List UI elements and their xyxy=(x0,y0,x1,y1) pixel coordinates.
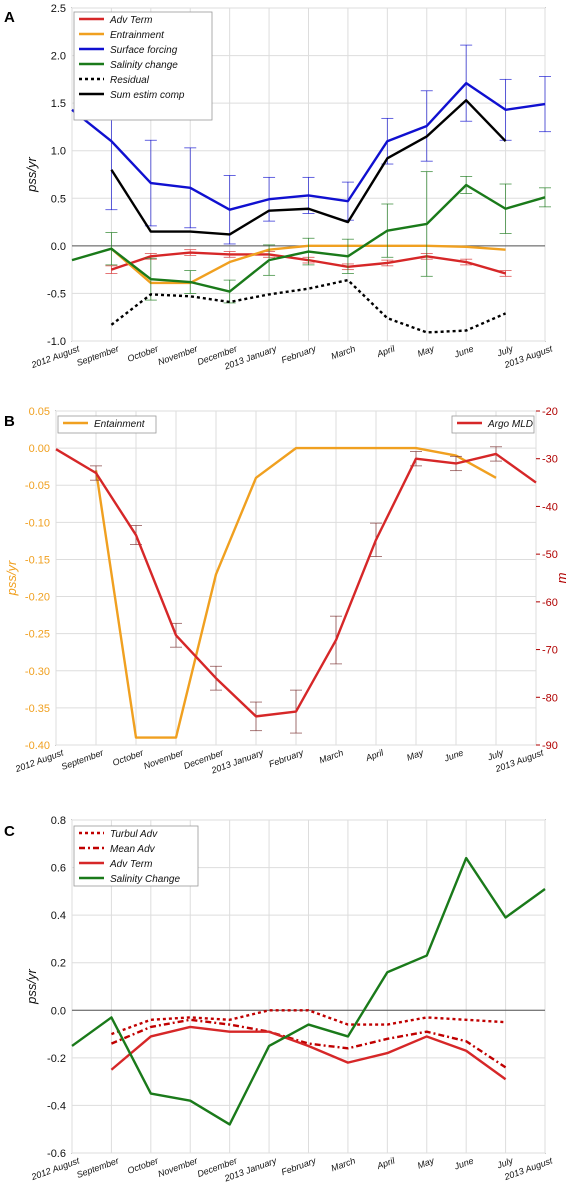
series-line-mean-adv xyxy=(110,1018,507,1069)
y-right-axis-label: m xyxy=(554,572,569,583)
x-tick-label: September xyxy=(60,747,106,772)
y-tick-label: -0.05 xyxy=(25,480,50,492)
x-tick-label: November xyxy=(142,747,185,771)
y-tick-label: 0.5 xyxy=(51,193,66,205)
y-tick-label: 2.5 xyxy=(51,3,66,15)
legend-box xyxy=(451,415,535,434)
legend-label: Adv Term xyxy=(109,859,152,870)
y-right-tick-label: -80 xyxy=(542,692,558,704)
x-tick-label: May xyxy=(416,1155,436,1170)
y-tick-label: -0.35 xyxy=(25,703,50,715)
x-tick-label: July xyxy=(495,343,515,358)
x-tick-label: May xyxy=(405,747,425,762)
legend-label: Residual xyxy=(110,75,150,86)
panel-letter: C xyxy=(4,823,15,840)
legend-box xyxy=(73,825,199,887)
series-line-salinity-change xyxy=(71,183,546,293)
x-tick-label: July xyxy=(485,747,505,762)
x-tick-label: July xyxy=(495,1155,515,1170)
legend-label: Entrainment xyxy=(110,30,165,41)
x-tick-label: February xyxy=(267,747,305,769)
x-tick-label: November xyxy=(157,1155,200,1179)
y-tick-label: -0.6 xyxy=(47,1148,66,1160)
y-tick-label: 0.05 xyxy=(29,406,50,418)
legend-label: Salinity Change xyxy=(110,874,180,885)
x-tick-label: February xyxy=(280,343,318,365)
y-tick-label: -0.30 xyxy=(25,666,50,678)
y-tick-label: 0.0 xyxy=(51,241,66,253)
series-line-argo-mld xyxy=(55,448,537,718)
legend-label: Adv Term xyxy=(109,15,152,26)
legend-label: Mean Adv xyxy=(110,844,156,855)
series-line-salinity-change xyxy=(71,856,546,1126)
y-tick-label: 0.4 xyxy=(51,910,66,922)
legend-label: Argo MLD xyxy=(487,419,533,430)
y-right-tick-label: -90 xyxy=(542,740,558,752)
legend-label: Salinity change xyxy=(110,60,178,71)
y-tick-label: 2.0 xyxy=(51,51,66,63)
y-tick-label: 0.0 xyxy=(51,1005,66,1017)
x-tick-label: March xyxy=(318,747,345,765)
x-tick-label: June xyxy=(442,747,465,763)
y-tick-label: -0.5 xyxy=(47,288,66,300)
x-tick-label: May xyxy=(416,343,436,358)
y-right-tick-label: -70 xyxy=(542,645,558,657)
y-tick-label: 0.00 xyxy=(29,443,50,455)
y-tick-label: -0.15 xyxy=(25,554,50,566)
series-line-adv-term xyxy=(110,1025,507,1081)
y-tick-label: 0.6 xyxy=(51,863,66,875)
y-axis-label: pss/yr xyxy=(24,968,39,1004)
x-tick-label: April xyxy=(375,343,397,359)
y-right-tick-label: -60 xyxy=(542,597,558,609)
y-right-tick-label: -50 xyxy=(542,549,558,561)
x-tick-label: September xyxy=(75,1155,121,1180)
y-right-tick-label: -20 xyxy=(542,406,558,418)
x-tick-label: November xyxy=(157,343,200,367)
y-tick-label: -0.40 xyxy=(25,740,50,752)
y-tick-label: 0.8 xyxy=(51,815,66,827)
x-tick-label: October xyxy=(111,747,145,768)
x-tick-label: October xyxy=(126,1155,160,1176)
x-tick-label: June xyxy=(452,343,475,359)
x-tick-label: April xyxy=(363,747,385,763)
x-tick-label: March xyxy=(330,1155,357,1173)
legend-label: Entainment xyxy=(94,419,146,430)
panel-letter: B xyxy=(4,413,15,430)
y-tick-label: -0.20 xyxy=(25,592,50,604)
legend-label: Turbul Adv xyxy=(110,829,158,840)
y-tick-label: 1.0 xyxy=(51,146,66,158)
x-tick-label: October xyxy=(126,343,160,364)
x-tick-label: September xyxy=(75,343,121,368)
series-line-surface-forcing xyxy=(71,81,546,211)
legend-box xyxy=(73,11,213,121)
y-axis-label: pss/yr xyxy=(4,560,19,596)
y-axis-label: pss/yr xyxy=(24,156,39,192)
series-line-sum-estim-comp xyxy=(110,99,507,236)
y-tick-label: 1.5 xyxy=(51,98,66,110)
legend-box xyxy=(57,415,157,434)
y-tick-label: -1.0 xyxy=(47,336,66,348)
series-line-entainment xyxy=(94,446,497,739)
panel-letter: A xyxy=(4,9,15,26)
x-tick-label: June xyxy=(452,1155,475,1171)
y-right-tick-label: -30 xyxy=(542,454,558,466)
y-tick-label: 0.2 xyxy=(51,958,66,970)
y-right-tick-label: -40 xyxy=(542,501,558,513)
legend-label: Surface forcing xyxy=(110,45,178,56)
y-tick-label: -0.4 xyxy=(47,1100,66,1112)
x-tick-label: March xyxy=(330,343,357,361)
x-tick-label: February xyxy=(280,1155,318,1177)
y-tick-label: -0.10 xyxy=(25,517,50,529)
series-line-turbul-adv xyxy=(111,1009,506,1036)
y-tick-label: -0.25 xyxy=(25,629,50,641)
legend-label: Sum estim comp xyxy=(110,90,185,101)
y-tick-label: -0.2 xyxy=(47,1053,66,1065)
x-tick-label: April xyxy=(375,1155,397,1171)
